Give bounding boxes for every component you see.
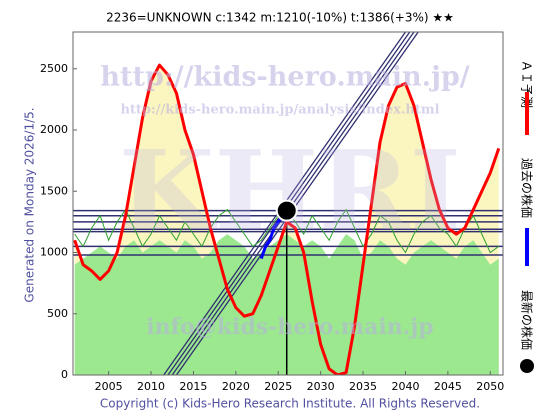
y-tick-label: 500 (47, 307, 68, 320)
x-tick-label: 2025 (264, 380, 292, 393)
x-tick-label: 2045 (434, 380, 462, 393)
watermarks: http://kids-hero.main.jp/ http://kids-he… (100, 62, 469, 341)
x-tick-label: 2010 (137, 380, 165, 393)
header: 2236=UNKNOWN c:1342 m:1210(-10%) t:1386(… (106, 11, 454, 25)
legend-label: ＡＩ予測 (520, 60, 534, 108)
channel-line (175, 32, 419, 375)
y-tick-label: 1500 (40, 184, 68, 197)
x-tick-label: 2020 (222, 380, 250, 393)
series-line (73, 63, 501, 375)
watermark: KHRI (119, 126, 461, 255)
legend-label: 最新の株価 (520, 290, 535, 350)
x-tick-label: 2015 (179, 380, 207, 393)
latest-point (275, 199, 298, 222)
watermark: info@kids-hero.main.jp (146, 314, 433, 340)
y-tick-label: 1000 (40, 246, 68, 259)
legend-label: 過去の株価 (520, 158, 535, 218)
side-note: Generated on Monday 2026/1/5. (23, 107, 37, 302)
watermark: http://kids-hero.main.jp/analysis/index.… (120, 103, 439, 118)
y-tick-label: 0 (61, 368, 68, 381)
x-tick-label: 2035 (349, 380, 377, 393)
y-tick-label: 2500 (40, 62, 68, 75)
plot-frame (72, 31, 504, 376)
copyright: Copyright (c) Kids-Hero Research Institu… (100, 397, 480, 411)
y-tick-label: 2000 (40, 123, 68, 136)
x-tick-label: 2005 (95, 380, 123, 393)
x-tick-label: 2030 (307, 380, 335, 393)
watermark: http://kids-hero.main.jp/ (100, 62, 469, 93)
x-tick-label: 2050 (476, 380, 504, 393)
legend-swatch (520, 359, 534, 373)
x-tick-label: 2040 (391, 380, 419, 393)
